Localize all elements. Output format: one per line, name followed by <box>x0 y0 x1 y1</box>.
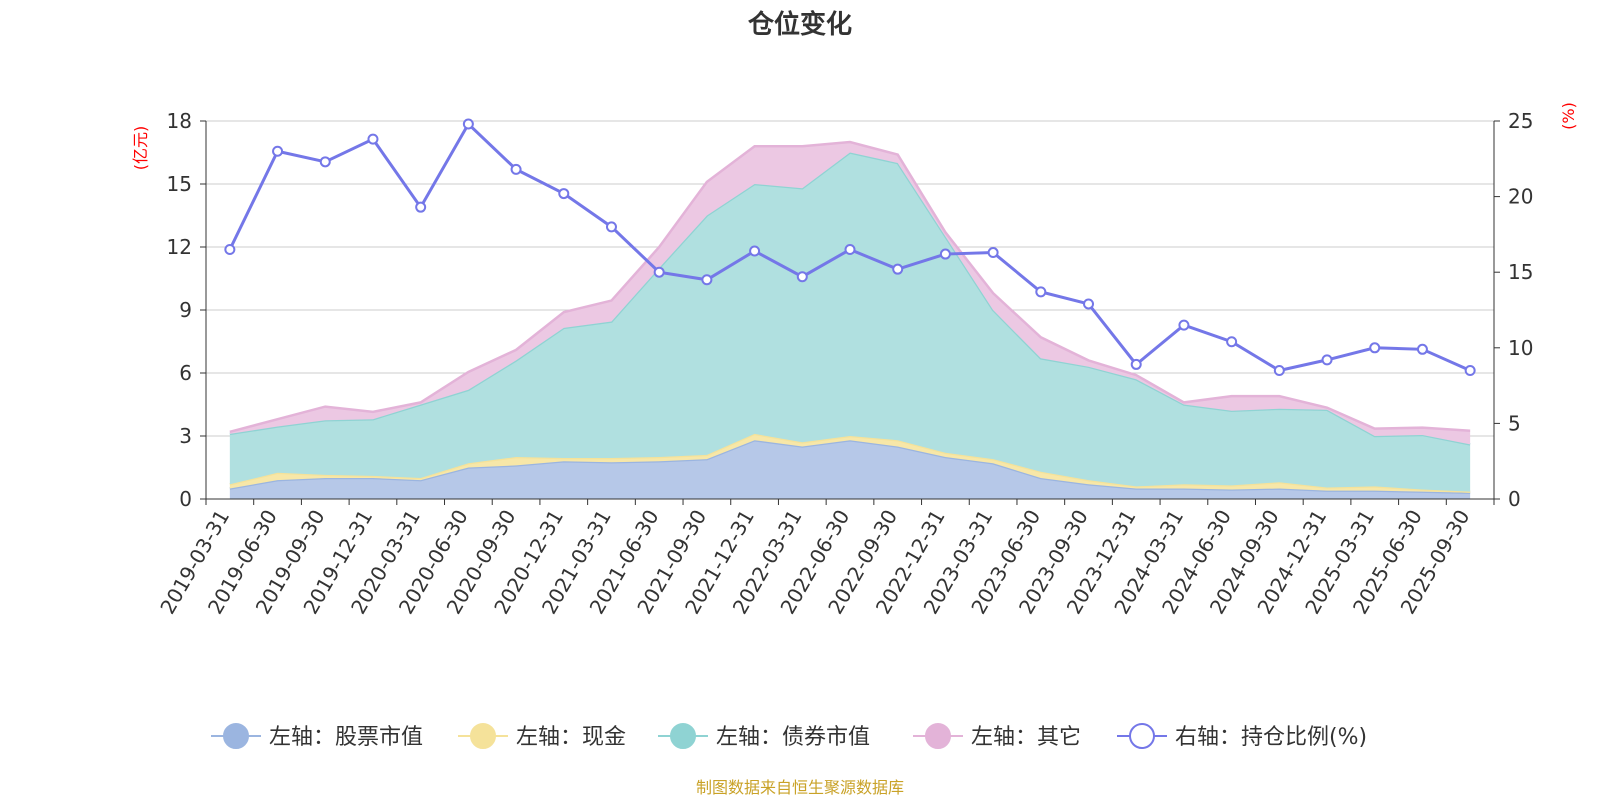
right-tick-label: 10 <box>1508 336 1533 360</box>
ratio-point <box>1083 298 1095 310</box>
right-tick-label: 0 <box>1508 487 1521 511</box>
ratio-point <box>1178 319 1190 331</box>
left-tick-label: 18 <box>167 109 192 133</box>
ratio-point <box>272 145 284 157</box>
left-tick-label: 3 <box>179 424 192 448</box>
legend-item-4[interactable]: 左轴：其它 <box>913 723 1081 750</box>
ratio-point <box>415 201 427 213</box>
ratio-point <box>844 244 856 256</box>
legend-item-3[interactable]: 左轴：债券市值 <box>658 723 870 750</box>
ratio-point <box>605 221 617 233</box>
right-tick-label: 15 <box>1508 260 1533 284</box>
area-series-1 <box>229 440 1471 499</box>
area-series-4 <box>229 142 1471 445</box>
source-note: 制图数据来自恒生聚源数据库 <box>696 778 904 797</box>
ratio-point <box>319 156 331 168</box>
legend-marker-icon <box>1129 723 1155 749</box>
right-tick-label: 5 <box>1508 411 1521 435</box>
ratio-point <box>892 263 904 275</box>
ratio-point <box>653 266 665 278</box>
ratio-point <box>1035 286 1047 298</box>
left-tick-label: 15 <box>167 172 192 196</box>
ratio-point <box>1226 336 1238 348</box>
right-tick-label: 20 <box>1508 185 1533 209</box>
ratio-point <box>510 163 522 175</box>
left-axis-unit: (亿元) <box>131 126 150 171</box>
legend-label: 右轴：持仓比例(%) <box>1175 725 1367 750</box>
legend-label: 左轴：其它 <box>971 725 1081 750</box>
ratio-point <box>939 248 951 260</box>
ratio-point <box>1369 342 1381 354</box>
ratio-point <box>749 245 761 257</box>
right-axis-unit: (%) <box>1559 102 1578 130</box>
position-ratio-line <box>224 118 1476 376</box>
ratio-point <box>462 118 474 130</box>
legend-item-1[interactable]: 左轴：股票市值 <box>211 723 423 750</box>
legend-label: 左轴：现金 <box>516 725 626 750</box>
ratio-point <box>1321 354 1333 366</box>
left-tick-label: 12 <box>167 235 192 259</box>
ratio-point <box>701 274 713 286</box>
ratio-point <box>1273 364 1285 376</box>
legend-marker-icon <box>470 723 496 749</box>
legend-item-2[interactable]: 左轴：现金 <box>458 723 626 750</box>
legend-marker-icon <box>925 723 951 749</box>
right-tick-label: 25 <box>1508 109 1533 133</box>
ratio-point <box>224 244 236 256</box>
ratio-point <box>987 247 999 259</box>
left-tick-label: 0 <box>179 487 192 511</box>
area-edge-4 <box>229 140 1471 434</box>
legend-label: 左轴：股票市值 <box>269 725 423 750</box>
ratio-point <box>1416 343 1428 355</box>
stacked-areas <box>229 140 1471 499</box>
ratio-point <box>796 271 808 283</box>
left-tick-label: 6 <box>179 361 192 385</box>
ratio-point <box>1130 358 1142 370</box>
ratio-point <box>558 188 570 200</box>
left-tick-label: 9 <box>179 298 192 322</box>
legend[interactable]: 左轴：股票市值 左轴：现金 左轴：债券市值 左轴：其它 右轴：持仓比例(%) <box>211 723 1367 750</box>
legend-label: 左轴：债券市值 <box>716 725 870 750</box>
legend-item-5[interactable]: 右轴：持仓比例(%) <box>1117 723 1367 750</box>
area-series-3 <box>229 152 1471 492</box>
legend-marker-icon <box>670 723 696 749</box>
chart-title: 仓位变化 <box>747 9 852 40</box>
legend-marker-icon <box>223 723 249 749</box>
ratio-point <box>367 133 379 145</box>
ratio-point <box>1464 364 1476 376</box>
